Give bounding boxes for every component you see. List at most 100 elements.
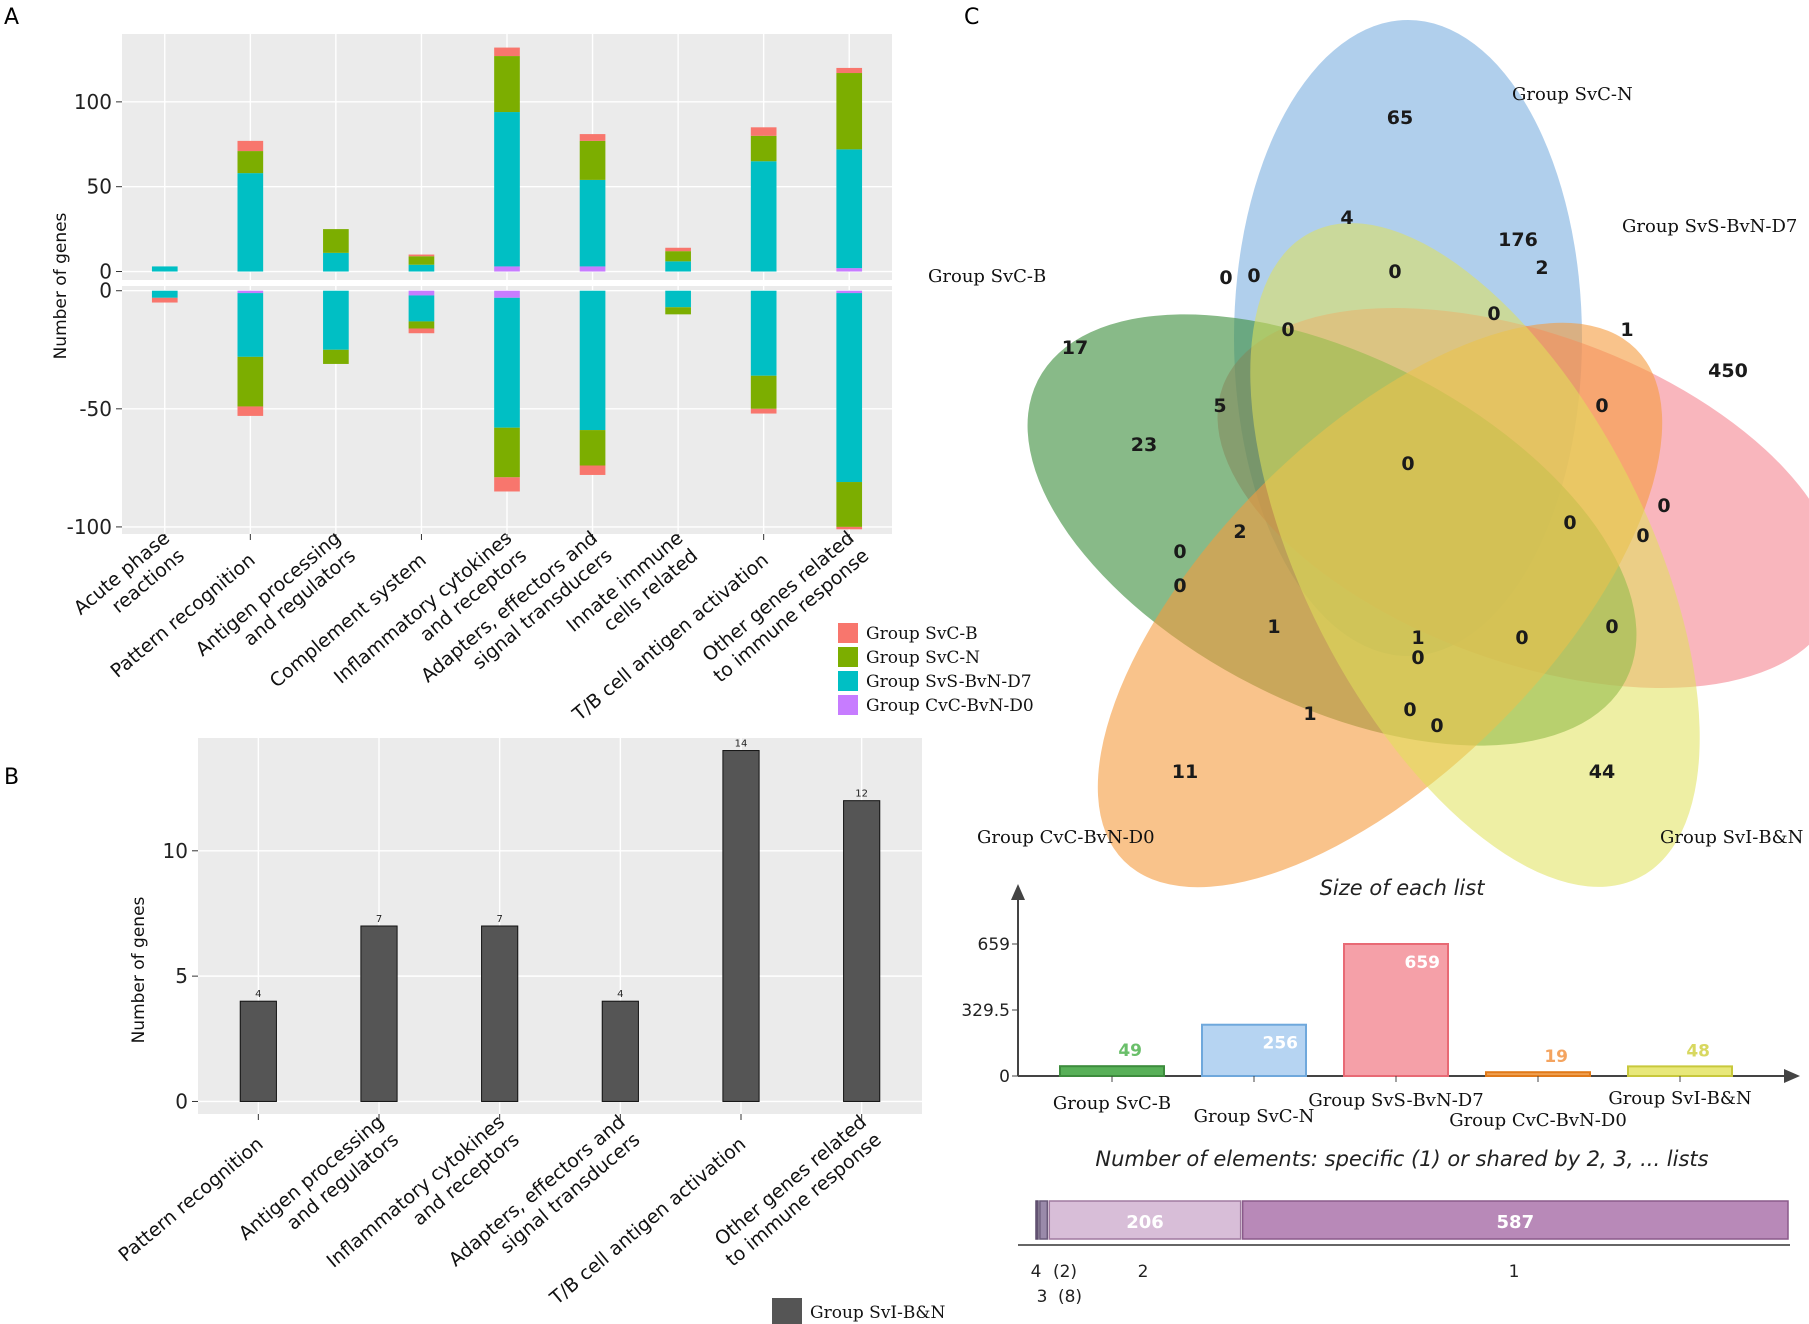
venn-count-svc-b-svi-bn: 0 [1605,616,1618,638]
panel-a-up-bar-segment [237,173,264,272]
venn-set-svi-bn [1250,223,1700,887]
panel-a-upper-tick-label: 100 [74,90,112,114]
venn-count-cvc-bvn-d0-svi-bn: 0 [1403,699,1416,721]
panel-a-up-bar-segment [579,140,606,180]
panel-a-down-bar-segment [408,290,435,296]
panel-a-down-bar-segment [579,465,606,475]
shared-elements-data-label: 587 [1497,1212,1535,1233]
panel-a-up-bar-segment [836,73,863,150]
panel-a-down-bar-segment [494,297,520,428]
panel-b-legend-swatch [772,1298,802,1324]
venn-count-svc-b-svc-n-svi-bn: 0 [1247,265,1260,287]
venn-count-all-five: 0 [1401,453,1414,475]
panel-a-down-bar-segment [408,295,435,322]
panel-a-lower-tick-label: 0 [99,279,112,303]
panel-a-legend-label: Group CvC-BvN-D0 [866,696,1034,716]
venn-count-cvc-bvn-d0-svi-bn-svc-b: 0 [1411,647,1424,669]
panel-a-up-bar-segment [836,268,863,272]
panel-a-ticks: 0 50 100 0 -50 -100 [67,90,850,540]
panel-a-up-bar-segment [750,127,777,136]
venn-label-svc-b: Group SvC-B [928,266,1046,287]
venn-count-svs-bvn-d7-cvc-bvn-d0: 0 [1657,495,1670,517]
venn-count-svs-bvn-d7-only: 450 [1708,360,1748,382]
venn-count-svc-n-svs-bvn-d7-cvc-bvn-d0-svi-bn: 0 [1388,261,1401,283]
shared-elements-chart: Number of elements: specific (1) or shar… [1018,1147,1790,1307]
panel-a-down-bar-segment [323,349,349,364]
venn-count-cvc-bvn-d0-only: 11 [1172,761,1198,783]
panel-a-up-bar-segment [579,134,606,141]
list-size-bar [1627,1065,1733,1077]
panel-a-down-bar-segment [836,290,863,294]
panel-a-lower-tick-label: -50 [79,397,112,421]
panel-a-up-bar-segment [237,140,264,152]
panel-a-up-bar-segment [494,112,520,267]
panel-b-tick-label: 5 [175,964,188,988]
venn-count-svc-n-svs-bvn-d7-svi-bn: 2 [1535,257,1548,279]
panel-a-up-bar-segment [408,256,435,265]
venn-count-svc-b-svc-n: 0 [1219,267,1232,289]
shared-elements-bar-4 [1035,1200,1039,1240]
venn-count-svs-bvn-d7-svc-b-svi-bn: 0 [1563,512,1576,534]
panel-a-up-bar-segment [579,179,606,267]
venn-count-svc-b-svc-n-svs-bvn-d7-svi-bn: 0 [1281,319,1294,341]
panel-b-bar [481,925,519,1102]
panel-a-upper-tick-label: 50 [87,175,112,199]
panel-a-down-bar-segment [750,290,777,376]
shared-elements-title: Number of elements: specific (1) or shar… [1095,1147,1708,1171]
panel-label-a: A [4,5,19,30]
venn-count-svc-b-cvc-bvn-d0-b: 1 [1303,703,1316,725]
venn-count-svc-n-svs-bvn-d7: 176 [1498,229,1538,251]
panel-a-down-bar-segment [408,328,435,334]
list-size-category-label: Group SvC-B [1053,1093,1171,1114]
panel-a-down-bar-segment [836,293,863,483]
venn-count-cvc-bvn-d0-svi-bn-svs: 0 [1430,715,1443,737]
panel-b-data-label: 7 [376,914,382,925]
panel-a-down-bar-segment [237,290,264,294]
panel-a-down-bar-segment [237,293,264,357]
shared-axis-count-3: (8) [1058,1287,1082,1307]
venn-count-svc-b-only: 17 [1062,337,1088,359]
venn-count-svc-b-cvc-bvn-d0-svs-bvn-d7-a: 0 [1173,541,1186,563]
shared-elements-bar-3 [1039,1200,1049,1240]
panel-a-down-bar-segment [665,290,691,308]
panel-a-up-bar-segment [494,56,520,113]
list-size-data-label: 48 [1686,1041,1710,1061]
panel-b-tick-label: 0 [175,1089,188,1113]
panel-b-category-label-line: Other genes related [711,1111,871,1250]
venn-count-svc-b-svs-bvn-d7-cvc-bvn-d0-svi-bn: 2 [1233,521,1246,543]
panel-a-down-bar-segment [750,375,777,409]
venn-count-svc-b-cvc-bvn-d0-svi-bn: 1 [1267,616,1280,638]
panel-a-up-bar-segment [750,161,777,272]
shared-axis-label-3: 3 [1037,1287,1048,1307]
panel-a-up-bar-segment [323,252,349,272]
panel-a-up-bar-segment [579,266,606,272]
panel-b-data-label: 4 [255,989,261,1000]
panel-a-down-bar-segment [579,430,606,466]
list-size-category-label: Group CvC-BvN-D0 [1449,1110,1627,1131]
venn-label-svi-bn: Group SvI-B&N [1660,827,1803,848]
panel-a-down-bar-segment [665,307,691,315]
panel-a-up-bar-segment [151,266,178,272]
list-size-data-label: 49 [1118,1041,1142,1061]
panel-a-y-axis-label: Number of genes [51,212,71,359]
list-size-chart: Size of each list 0 329.5 659 49 Group SvC-B… [961,876,1800,1131]
panel-a-up-bar-segment [494,47,520,57]
panel-a-up-bar-segment [836,149,863,269]
venn-count-svc-b-cvc-bvn-d0: 0 [1173,575,1186,597]
panel-b-bar [722,750,760,1102]
panel-b-bar [360,925,398,1102]
panel-a-down-bar-segment [151,290,178,298]
panel-a-down-bar-segment [494,477,520,492]
venn-label-cvc-bvn-d0: Group CvC-BvN-D0 [977,827,1155,848]
venn-label-svs-bvn-d7: Group SvS-BvN-D7 [1622,216,1797,237]
panel-a-up-bar-segment [408,264,435,272]
panel-b-chart: 4 7 7 4 14 12 0 5 10 Pattern recognitionAntigen… [115,738,946,1324]
venn-count-svc-n-only: 65 [1387,107,1413,129]
panel-a-legend-swatch [838,623,858,643]
panel-b-category-label-line: Pattern recognition [115,1133,268,1266]
